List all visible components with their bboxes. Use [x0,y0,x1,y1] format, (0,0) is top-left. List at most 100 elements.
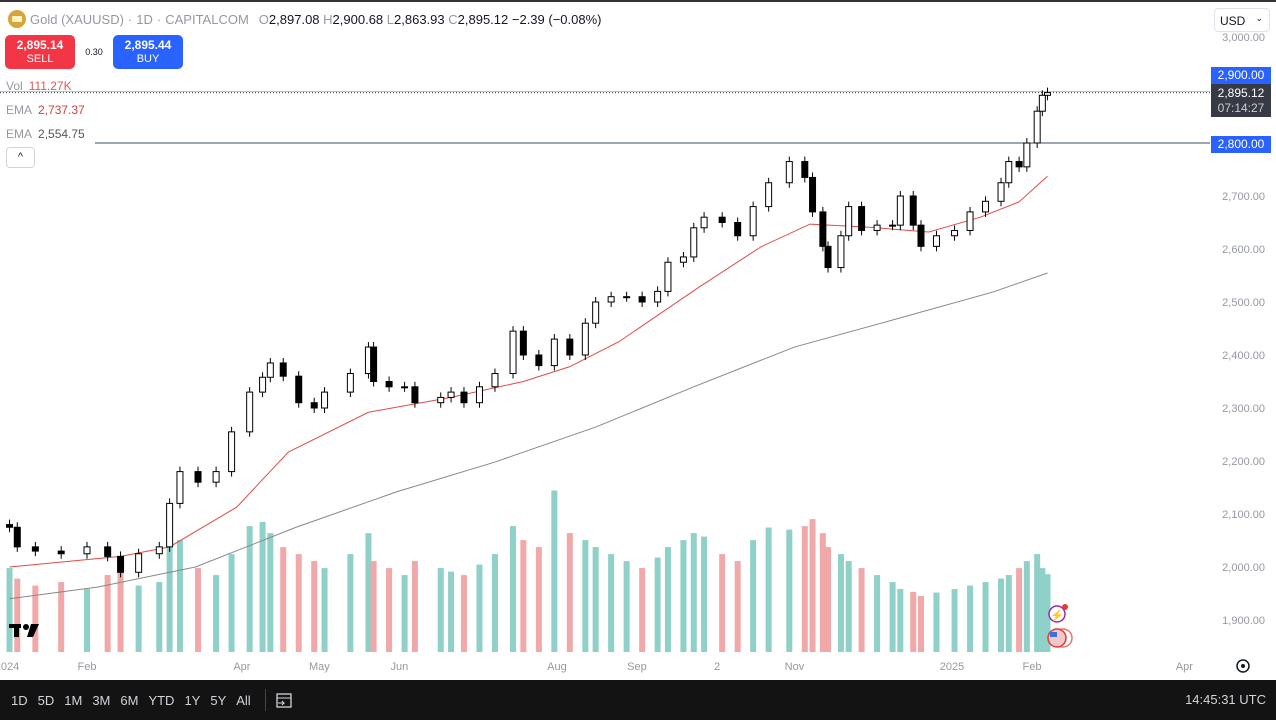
candle [385,381,393,388]
ema-fast-legend[interactable]: EMA 2,737.37 [6,103,85,117]
x-tick-label: May [309,661,330,673]
y-tick-label: 2,300.00 [1222,403,1265,415]
range-1m[interactable]: 1M [64,692,83,708]
ema-fast-line [9,175,1048,568]
candle [1005,161,1013,184]
candle [801,161,809,178]
volume-bar [897,589,904,652]
volume-bar [104,575,111,652]
divider [264,689,266,711]
x-tick-label: Feb [78,661,97,673]
volume-bar [874,575,881,652]
volume-bar [401,575,408,652]
exchange: CAPITALCOM [165,11,249,27]
y-tick-label: 2,100.00 [1222,509,1265,521]
range-3m[interactable]: 3M [92,692,111,708]
range-6m[interactable]: 6M [120,692,139,708]
volume-bar [311,561,318,652]
volume-bar [582,540,589,652]
volume-bar [819,533,826,652]
candle [966,211,974,231]
volume-bar [295,554,302,652]
volume-bar [1016,568,1023,652]
volume-bar [664,547,671,652]
range-1d[interactable]: 1D [11,692,28,708]
candle [785,161,793,184]
volume-bar [786,529,793,652]
candle [690,227,698,258]
candle [346,373,354,393]
volume-bar [58,582,65,652]
candle [664,261,672,292]
candle [166,502,174,548]
candle [509,330,517,375]
goto-date-icon[interactable] [274,690,294,710]
range-5y[interactable]: 5Y [210,692,227,708]
candle [1015,161,1023,168]
volume-bar [690,533,697,652]
us-flag-canton [1050,632,1057,637]
volume-legend[interactable]: Vol 111.27K [6,79,72,93]
range-ytd[interactable]: YTD [148,692,175,708]
candle [1023,142,1031,168]
candle [638,296,646,303]
volume-bar [734,561,741,652]
range-5d[interactable]: 5D [37,692,55,708]
currency-select[interactable]: USD ⌄ [1214,8,1270,32]
candle [734,222,742,237]
change: −2.39 (−0.08%) [511,11,602,27]
volume-bar [14,578,21,652]
candle [997,182,1005,202]
volume-bar [592,547,599,652]
symbol-name[interactable]: Gold (XAUUSD) [30,11,124,27]
volume-bar [917,596,924,652]
candle [550,338,558,367]
range-1y[interactable]: 1Y [184,692,201,708]
candle [765,182,773,208]
candle [437,396,445,404]
candle [1033,110,1041,144]
candle [535,354,543,367]
sell-button[interactable]: 2,895.14 SELL [5,35,75,69]
volume-bar [858,568,865,652]
range-all[interactable]: All [236,692,251,708]
candle [104,546,112,557]
volume-bar [750,540,757,652]
volume-bar [476,564,483,652]
volume-bar [347,554,354,652]
volume-bar [213,575,220,652]
volume-bar [608,554,615,652]
volume-bar [910,591,917,652]
x-tick-label: Nov [785,661,805,673]
y-tick-label: 2,700.00 [1222,191,1265,203]
candle [83,546,91,555]
volume-bar [510,526,517,652]
candle [310,402,318,409]
lightning-glyph: ⚡ [1050,609,1064,622]
candle [679,256,687,263]
clock[interactable]: 14:45:31 UTC [1185,692,1266,707]
candle [228,431,236,473]
price-chart[interactable]: 3,000.00 2,700.00 2,600.00 2,500.00 2,400.00… [0,2,1276,680]
collapse-legend-button[interactable]: ^ [6,147,35,168]
candle [592,301,600,324]
volume-bar [951,589,958,652]
volume-bar [837,554,844,652]
spread: 0.30 [85,47,103,57]
ema-slow-line [9,272,1048,600]
volume-bar [845,561,852,652]
ema-slow-legend[interactable]: EMA 2,554.75 [6,127,85,141]
candle [266,362,274,378]
y-tick-label: 2,600.00 [1222,244,1265,256]
gold-logo-icon [8,10,26,28]
volume-bar [448,571,455,652]
x-tick-label: 2024 [0,661,19,673]
buy-button[interactable]: 2,895.44 BUY [113,35,183,69]
candle [519,330,527,356]
candle [917,224,925,247]
volume-bar [228,554,235,652]
candle [295,375,303,404]
volume-bar [520,540,527,652]
y-tick-label: 2,200.00 [1222,456,1265,468]
candle [31,546,39,552]
